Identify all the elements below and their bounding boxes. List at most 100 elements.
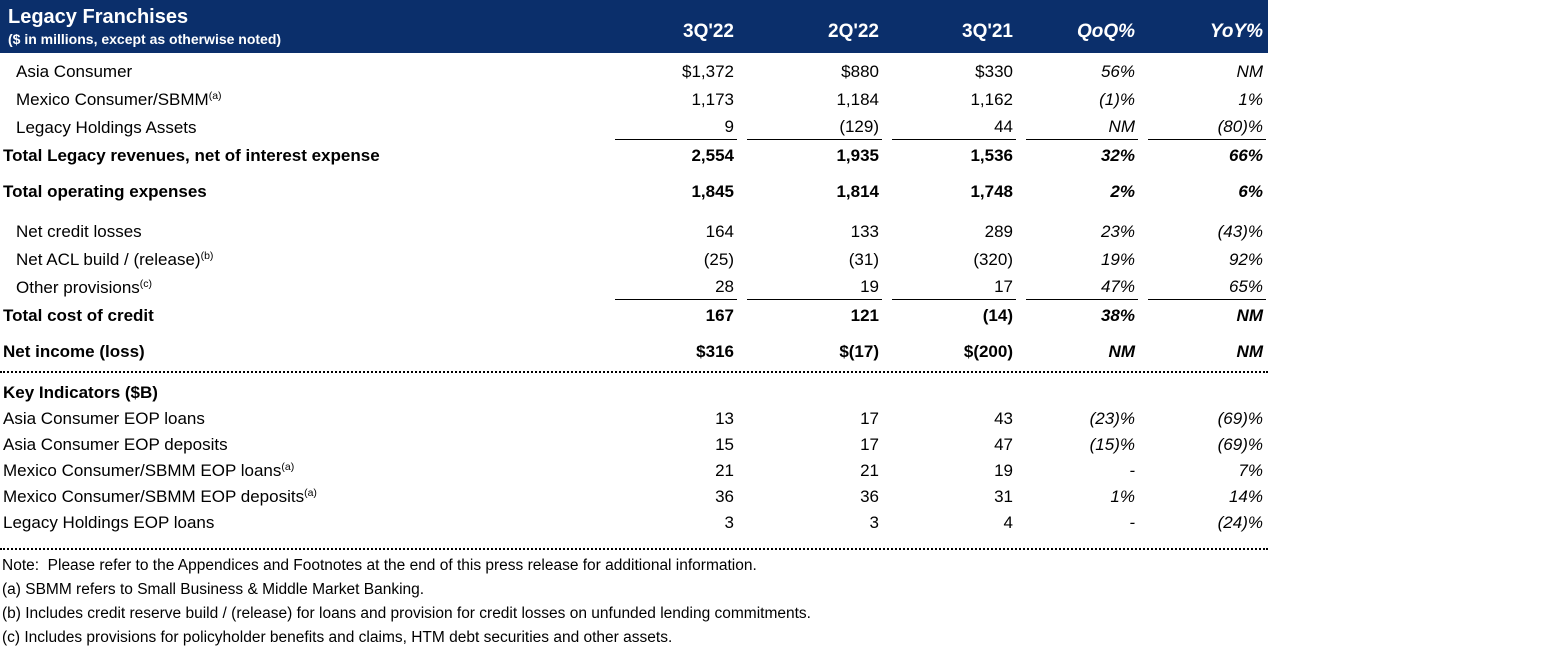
row-label: Total Legacy revenues, net of interest e…	[3, 146, 380, 165]
cell-2q22: $880	[841, 62, 879, 81]
table-row-total-operating-expenses: Total operating expenses 1,845 1,814 1,7…	[0, 178, 1268, 206]
cell-3q21: $330	[975, 62, 1013, 81]
cell-qoq: 47%	[1016, 277, 1138, 300]
row-label: Net income (loss)	[3, 342, 145, 361]
cell-yoy: 6%	[1238, 182, 1263, 201]
cell-3q21: 1,162	[970, 90, 1013, 109]
cell-2q22: $(17)	[839, 342, 879, 361]
cell-3q21: 289	[984, 222, 1013, 241]
table-row-legacy-holdings-assets: Legacy Holdings Assets 9 (129) 44 NM (80…	[0, 114, 1268, 142]
row-label: Asia Consumer EOP loans	[3, 409, 205, 428]
cell-2q22: 1,814	[836, 182, 879, 201]
footnote-note: Note: Please refer to the Appendices and…	[2, 557, 757, 574]
cell-qoq: 38%	[1100, 306, 1135, 325]
cell-3q22: (25)	[703, 250, 734, 269]
footnote-ref: (c)	[139, 278, 153, 290]
cell-3q22: 3	[724, 513, 734, 532]
table-row-total-cost-of-credit: Total cost of credit 167 121 (14) 38% NM	[0, 302, 1268, 330]
cell-2q22: 3	[869, 513, 879, 532]
cell-2q22: 133	[850, 222, 879, 241]
cell-qoq: -	[1129, 461, 1135, 480]
cell-qoq: 19%	[1100, 250, 1135, 269]
cell-yoy: 92%	[1228, 250, 1263, 269]
cell-2q22: 17	[860, 409, 879, 428]
footnote-ref: (a)	[304, 487, 317, 499]
cell-2q22: 121	[850, 306, 879, 325]
row-spacer	[0, 330, 1561, 338]
row-spacer	[0, 206, 1561, 218]
cell-3q21: 1,536	[970, 146, 1013, 165]
row-label: Mexico Consumer/SBMM EOP loans(a)	[3, 461, 295, 480]
cell-3q21: (14)	[982, 306, 1013, 325]
cell-qoq: -	[1129, 513, 1135, 532]
cell-2q22: 1,184	[836, 90, 879, 109]
cell-3q22: 2,554	[691, 146, 734, 165]
cell-3q22: $316	[696, 342, 734, 361]
table-header-band: Legacy Franchises ($ in millions, except…	[0, 0, 1268, 53]
page-subtitle: ($ in millions, except as otherwise note…	[8, 31, 282, 47]
cell-3q21: 47	[994, 435, 1013, 454]
header-title-cell: Legacy Franchises ($ in millions, except…	[0, 0, 605, 53]
table-row-mexico-eop-loans: Mexico Consumer/SBMM EOP loans(a) 21 21 …	[0, 458, 1268, 484]
cell-3q22: 1,173	[691, 90, 734, 109]
footnote-c: (c) Includes provisions for policyholder…	[2, 629, 673, 646]
table-row-net-income-loss: Net income (loss) $316 $(17) $(200) NM N…	[0, 338, 1268, 366]
cell-yoy: 14%	[1228, 487, 1263, 506]
cell-2q22: (129)	[737, 117, 882, 140]
footnote-ref: (a)	[208, 90, 222, 102]
cell-3q21: 19	[994, 461, 1013, 480]
cell-2q22: 36	[860, 487, 879, 506]
table-row-other-provisions: Other provisions(c) 28 19 17 47% 65%	[0, 274, 1268, 302]
column-header-2q22: 2Q'22	[828, 20, 879, 42]
table-row-legacy-holdings-eop-loans: Legacy Holdings EOP loans 3 3 4 - (24)%	[0, 510, 1268, 536]
cell-yoy: NM	[1236, 62, 1263, 81]
cell-yoy: 7%	[1238, 461, 1263, 480]
row-label: Net credit losses	[16, 222, 142, 241]
cell-3q21: 4	[1003, 513, 1013, 532]
cell-qoq: (23)%	[1089, 409, 1135, 428]
row-spacer	[0, 170, 1561, 178]
column-header-yoy: YoY%	[1209, 20, 1263, 42]
cell-qoq: NM	[1016, 117, 1138, 140]
cell-qoq: 32%	[1100, 146, 1135, 165]
cell-3q22: 9	[605, 117, 737, 140]
cell-3q21: $(200)	[963, 342, 1013, 361]
footnote-ref: (b)	[200, 250, 214, 262]
row-label: Mexico Consumer/SBMM(a)	[16, 90, 222, 109]
cell-3q21: 44	[882, 117, 1016, 140]
cell-yoy: 66%	[1228, 146, 1263, 165]
cell-3q22: 15	[715, 435, 734, 454]
cell-2q22: 1,935	[836, 146, 879, 165]
section-title: Key Indicators ($B)	[3, 383, 158, 402]
cell-3q21: 1,748	[970, 182, 1013, 201]
row-label: Net ACL build / (release)(b)	[16, 250, 214, 269]
cell-3q21: (320)	[973, 250, 1013, 269]
cell-2q22: 21	[860, 461, 879, 480]
row-label: Total cost of credit	[3, 306, 154, 325]
row-label: Legacy Holdings Assets	[16, 118, 197, 137]
footnote-b: (b) Includes credit reserve build / (rel…	[2, 605, 811, 622]
cell-3q22: 167	[705, 306, 734, 325]
cell-3q22: 1,845	[691, 182, 734, 201]
cell-qoq: NM	[1108, 342, 1135, 361]
cell-yoy: (43)%	[1217, 222, 1263, 241]
cell-yoy: (24)%	[1217, 513, 1263, 532]
column-header-3q21: 3Q'21	[962, 20, 1013, 42]
cell-3q22: 28	[605, 277, 737, 300]
cell-3q22: 164	[705, 222, 734, 241]
dotted-separator	[0, 371, 1268, 373]
cell-3q21: 31	[994, 487, 1013, 506]
table-row-mexico-eop-deposits: Mexico Consumer/SBMM EOP deposits(a) 36 …	[0, 484, 1268, 510]
cell-2q22: 19	[737, 277, 882, 300]
cell-yoy: 1%	[1238, 90, 1263, 109]
key-indicators-title-row: Key Indicators ($B)	[0, 380, 1268, 406]
footnote-a: (a) SBMM refers to Small Business & Midd…	[2, 581, 425, 598]
cell-qoq: 2%	[1110, 182, 1135, 201]
cell-qoq: (1)%	[1099, 90, 1135, 109]
cell-2q22: (31)	[848, 250, 879, 269]
cell-3q21: 17	[882, 277, 1016, 300]
cell-yoy: (80)%	[1138, 117, 1266, 140]
cell-yoy: NM	[1236, 342, 1263, 361]
cell-qoq: (15)%	[1089, 435, 1135, 454]
